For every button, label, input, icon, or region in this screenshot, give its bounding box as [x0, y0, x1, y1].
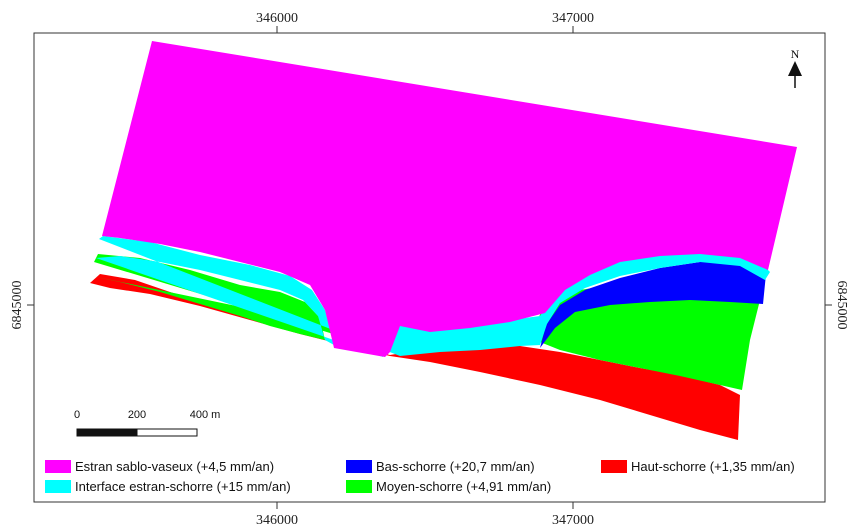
- legend-swatch-bas: [346, 460, 372, 473]
- scale-segment-white: [136, 428, 198, 437]
- north-label: N: [791, 47, 800, 61]
- y-tick-left: 6845000: [10, 281, 25, 330]
- scale-label-200: 200: [128, 409, 146, 421]
- zone-interface-estran-schorre: [96, 236, 770, 357]
- x-tick-bottom-2: 347000: [552, 513, 594, 528]
- zone-haut-schorre: [90, 274, 740, 440]
- legend-label-bas: Bas-schorre (+20,7 mm/an): [376, 459, 535, 474]
- x-tick-bottom-1: 346000: [256, 513, 298, 528]
- zone-bas-schorre: [540, 260, 766, 348]
- north-arrow-icon: [788, 61, 802, 76]
- north-arrow: N: [788, 47, 802, 88]
- legend-swatch-haut: [601, 460, 627, 473]
- legend-label-moyen: Moyen-schorre (+4,91 mm/an): [376, 479, 551, 494]
- legend-swatch-moyen: [346, 480, 372, 493]
- scale-label-0: 0: [74, 409, 80, 421]
- legend-label-estran: Estran sablo-vaseux (+4,5 mm/an): [75, 459, 274, 474]
- y-tick-right: 6845000: [834, 281, 849, 330]
- scale-label-400: 400 m: [190, 409, 221, 421]
- x-tick-top-1: 346000: [256, 11, 298, 26]
- coordinate-ticks: [27, 26, 832, 509]
- x-tick-top-2: 347000: [552, 11, 594, 26]
- legend-swatch-estran: [45, 460, 71, 473]
- scale-segment-black: [76, 428, 138, 437]
- scale-bar: 0 200 400 m: [74, 409, 221, 437]
- legend-label-interface: Interface estran-schorre (+15 mm/an): [75, 479, 291, 494]
- zone-estran-sablo-vaseux: [102, 41, 797, 357]
- legend: Estran sablo-vaseux (+4,5 mm/an) Interfa…: [45, 459, 795, 494]
- legend-swatch-interface: [45, 480, 71, 493]
- legend-label-haut: Haut-schorre (+1,35 mm/an): [631, 459, 795, 474]
